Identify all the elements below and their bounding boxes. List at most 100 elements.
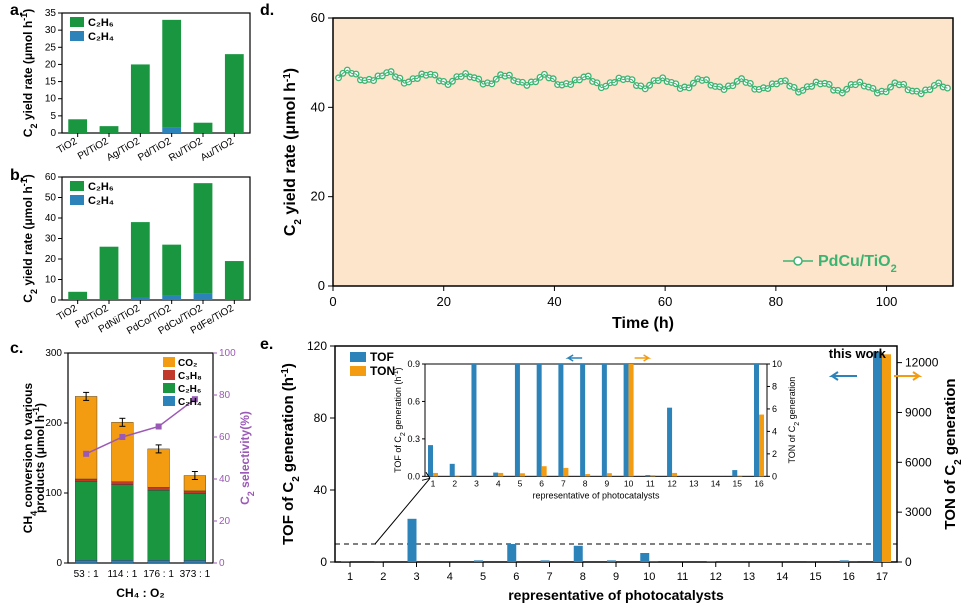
svg-text:9000: 9000 (905, 405, 932, 419)
svg-text:C2 selectivity(%): C2 selectivity(%) (238, 411, 255, 505)
svg-text:60: 60 (45, 172, 57, 183)
svg-text:12: 12 (667, 478, 677, 488)
svg-text:60: 60 (311, 10, 325, 25)
svg-text:20: 20 (436, 294, 450, 309)
svg-text:15: 15 (809, 571, 821, 583)
svg-text:TOF of C2 generation (h-1): TOF of C2 generation (h-1) (393, 367, 407, 473)
svg-text:7: 7 (546, 571, 552, 583)
svg-text:60: 60 (658, 294, 672, 309)
svg-text:2: 2 (380, 571, 386, 583)
svg-text:C₂H₆: C₂H₆ (88, 17, 114, 29)
svg-text:representative of photocatalys: representative of photocatalysts (532, 490, 660, 500)
svg-text:this work: this work (829, 346, 887, 361)
svg-text:5: 5 (50, 111, 56, 122)
svg-text:4: 4 (496, 478, 501, 488)
svg-text:0: 0 (320, 555, 327, 569)
svg-text:40: 40 (45, 213, 57, 224)
svg-text:2: 2 (772, 449, 777, 459)
panel-e-label: e. (260, 336, 273, 354)
panel-c-chart: 010020030002040608010053 : 1114 : 1176 :… (20, 348, 255, 608)
svg-text:10: 10 (624, 478, 634, 488)
svg-text:20: 20 (45, 254, 57, 265)
svg-text:17: 17 (876, 571, 888, 583)
svg-text:8: 8 (580, 571, 586, 583)
svg-text:176 : 1: 176 : 1 (143, 569, 174, 580)
svg-text:40: 40 (219, 474, 231, 485)
svg-text:16: 16 (843, 571, 855, 583)
svg-text:20: 20 (219, 516, 231, 527)
svg-text:3: 3 (413, 571, 419, 583)
svg-text:35: 35 (45, 8, 57, 19)
panel-e-chart: 0408012003000600090001200012345678910111… (275, 338, 965, 610)
svg-text:Ru/TiO2: Ru/TiO2 (167, 136, 205, 164)
svg-text:C₃H₈: C₃H₈ (178, 371, 202, 382)
svg-text:5: 5 (480, 571, 486, 583)
svg-text:0: 0 (905, 555, 912, 569)
svg-text:Pt/TiO2: Pt/TiO2 (76, 136, 111, 163)
svg-text:Time (h): Time (h) (612, 315, 674, 332)
svg-text:30: 30 (45, 25, 57, 36)
svg-text:representative of photocatalys: representative of photocatalysts (508, 587, 724, 603)
svg-text:9: 9 (613, 571, 619, 583)
svg-text:C₂H₄: C₂H₄ (88, 195, 114, 207)
svg-text:14: 14 (776, 571, 788, 583)
svg-text:TOF of C2 generation (h-1): TOF of C2 generation (h-1) (280, 363, 302, 545)
svg-text:6: 6 (539, 478, 544, 488)
svg-text:200: 200 (45, 418, 62, 429)
svg-text:53 : 1: 53 : 1 (74, 569, 99, 580)
svg-text:40: 40 (547, 294, 561, 309)
svg-text:114 : 1: 114 : 1 (107, 569, 137, 580)
svg-text:6: 6 (772, 404, 777, 414)
svg-text:11: 11 (646, 478, 655, 488)
svg-text:0: 0 (772, 471, 777, 481)
svg-text:Ag/TiO2: Ag/TiO2 (105, 136, 142, 164)
svg-text:0: 0 (50, 128, 56, 139)
svg-text:TOF: TOF (370, 350, 394, 364)
svg-text:Au/TiO2: Au/TiO2 (199, 136, 236, 164)
svg-text:15: 15 (45, 77, 57, 88)
svg-text:C2 yield rate (μmol h-1): C2 yield rate (μmol h-1) (20, 174, 39, 302)
svg-text:products (μmol h-1): products (μmol h-1) (31, 403, 47, 513)
panel-d-label: d. (260, 2, 274, 20)
svg-text:0: 0 (329, 294, 336, 309)
svg-text:0.0: 0.0 (407, 471, 420, 481)
svg-text:100: 100 (876, 294, 898, 309)
svg-text:1: 1 (431, 478, 436, 488)
svg-text:C2 yield rate (μmol h-1): C2 yield rate (μmol h-1) (282, 68, 304, 236)
svg-text:100: 100 (219, 348, 236, 359)
svg-text:5: 5 (518, 478, 523, 488)
svg-text:0: 0 (318, 278, 325, 293)
svg-text:7: 7 (561, 478, 566, 488)
svg-text:6: 6 (513, 571, 519, 583)
svg-text:TON: TON (370, 364, 395, 378)
svg-text:12: 12 (710, 571, 722, 583)
svg-text:8: 8 (772, 381, 777, 391)
svg-text:20: 20 (45, 59, 57, 70)
svg-text:10: 10 (772, 359, 782, 369)
svg-text:1: 1 (347, 571, 353, 583)
svg-text:13: 13 (743, 571, 755, 583)
svg-text:10: 10 (45, 275, 57, 286)
svg-text:50: 50 (45, 193, 57, 204)
panel-a-chart: 05101520253035TiO2Pt/TiO2Ag/TiO2Pd/TiO2R… (20, 8, 255, 173)
panel-d-chart: 0204060020406080100C2 yield rate (μmol h… (275, 8, 965, 338)
svg-text:80: 80 (314, 411, 328, 425)
svg-text:10: 10 (643, 571, 655, 583)
svg-text:6000: 6000 (905, 455, 932, 469)
svg-text:80: 80 (219, 390, 231, 401)
svg-text:2: 2 (452, 478, 457, 488)
svg-text:CH₄ : O₂: CH₄ : O₂ (116, 586, 164, 600)
svg-text:60: 60 (219, 432, 231, 443)
svg-text:100: 100 (45, 488, 62, 499)
svg-text:8: 8 (583, 478, 588, 488)
svg-text:0: 0 (56, 558, 62, 569)
svg-text:CO₂: CO₂ (178, 358, 197, 369)
svg-text:12000: 12000 (905, 356, 939, 370)
svg-text:11: 11 (677, 571, 688, 583)
svg-text:20: 20 (311, 189, 325, 204)
svg-text:TON of C2 generation: TON of C2 generation (942, 378, 964, 529)
svg-text:0.6: 0.6 (407, 396, 420, 406)
svg-text:40: 40 (314, 483, 328, 497)
svg-text:C₂H₆: C₂H₆ (88, 181, 114, 193)
svg-text:373 : 1: 373 : 1 (180, 569, 211, 580)
